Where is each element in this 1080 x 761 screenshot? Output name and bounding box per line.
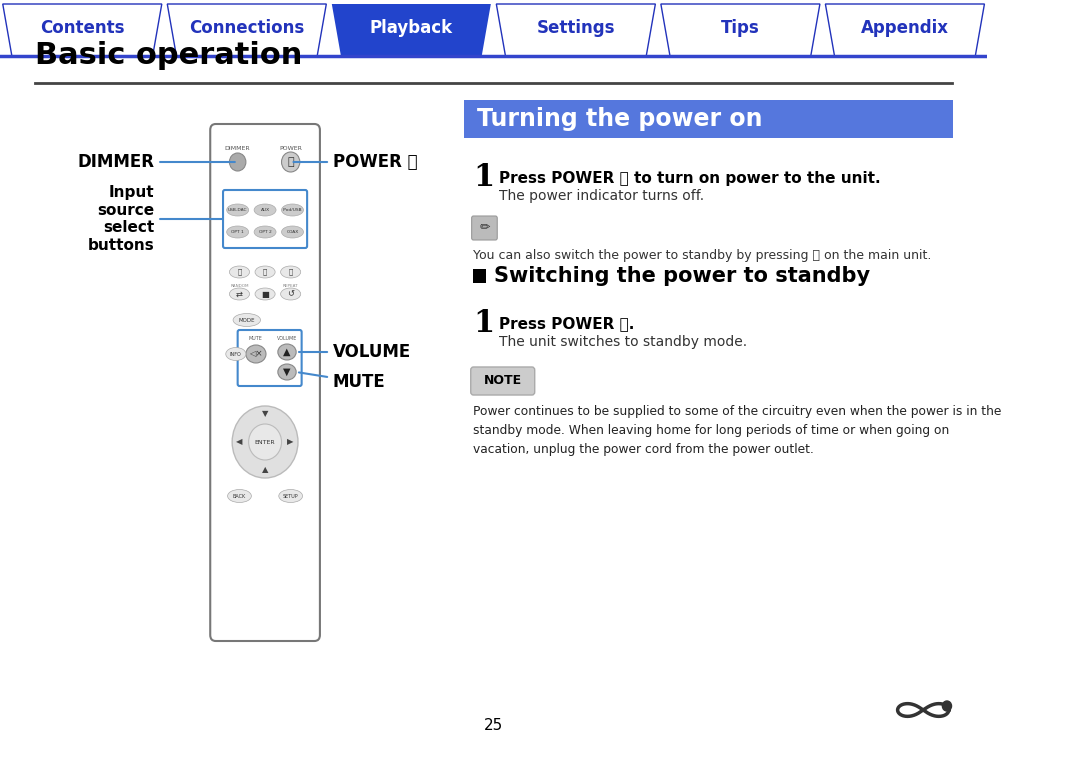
Text: REPEAT: REPEAT — [283, 284, 298, 288]
Text: POWER ⏻: POWER ⏻ — [294, 153, 417, 171]
Text: MUTE: MUTE — [249, 336, 262, 340]
Text: Power continues to be supplied to some of the circuitry even when the power is i: Power continues to be supplied to some o… — [473, 405, 1002, 456]
Text: OPT 1: OPT 1 — [231, 230, 244, 234]
Polygon shape — [661, 4, 820, 56]
Circle shape — [232, 406, 298, 478]
Text: OPT 2: OPT 2 — [259, 230, 271, 234]
Text: POWER: POWER — [280, 145, 302, 151]
Text: Press POWER ⏻.: Press POWER ⏻. — [499, 317, 634, 332]
Text: BACK: BACK — [233, 493, 246, 498]
Text: DIMMER: DIMMER — [225, 145, 251, 151]
Ellipse shape — [281, 288, 300, 300]
Polygon shape — [497, 4, 656, 56]
Ellipse shape — [227, 226, 248, 238]
Ellipse shape — [226, 348, 246, 361]
Text: ⏮: ⏮ — [238, 269, 242, 275]
Ellipse shape — [279, 489, 302, 502]
Text: ▲: ▲ — [261, 466, 268, 475]
Text: ⇄: ⇄ — [237, 289, 243, 298]
Text: RANDOM: RANDOM — [230, 284, 248, 288]
Polygon shape — [825, 4, 985, 56]
Polygon shape — [332, 4, 490, 56]
Text: VOLUME: VOLUME — [276, 336, 297, 340]
Text: The power indicator turns off.: The power indicator turns off. — [499, 189, 704, 203]
Text: Switching the power to standby: Switching the power to standby — [494, 266, 869, 286]
Text: VOLUME: VOLUME — [299, 343, 411, 361]
FancyBboxPatch shape — [211, 124, 320, 641]
Text: Settings: Settings — [537, 19, 616, 37]
Ellipse shape — [228, 489, 252, 502]
Ellipse shape — [278, 364, 296, 380]
Text: MUTE: MUTE — [299, 372, 386, 391]
Text: The unit switches to standby mode.: The unit switches to standby mode. — [499, 335, 747, 349]
Text: ⏻: ⏻ — [287, 157, 294, 167]
Circle shape — [282, 152, 300, 172]
Text: 1: 1 — [473, 163, 495, 193]
Ellipse shape — [229, 266, 249, 278]
Text: ↺: ↺ — [287, 289, 294, 298]
Text: ▼: ▼ — [283, 367, 291, 377]
Text: ⏭: ⏭ — [288, 269, 293, 275]
Text: MODE: MODE — [239, 317, 255, 323]
Text: Basic operation: Basic operation — [35, 41, 302, 70]
Text: Connections: Connections — [189, 19, 305, 37]
Text: AUX: AUX — [260, 208, 270, 212]
Text: ▲: ▲ — [283, 347, 291, 357]
Text: Playback: Playback — [369, 19, 453, 37]
Text: 25: 25 — [484, 718, 503, 734]
Text: COAX: COAX — [286, 230, 299, 234]
Text: Contents: Contents — [40, 19, 124, 37]
Text: ENTER: ENTER — [255, 440, 275, 444]
FancyBboxPatch shape — [471, 367, 535, 395]
Ellipse shape — [246, 345, 266, 363]
Text: Press POWER ⏻ to turn on power to the unit.: Press POWER ⏻ to turn on power to the un… — [499, 170, 880, 186]
Ellipse shape — [282, 226, 303, 238]
Text: You can also switch the power to standby by pressing ⏻ on the main unit.: You can also switch the power to standby… — [473, 250, 932, 263]
Ellipse shape — [254, 226, 276, 238]
Text: Tips: Tips — [721, 19, 759, 37]
Polygon shape — [167, 4, 326, 56]
Text: SETUP: SETUP — [283, 493, 298, 498]
Ellipse shape — [282, 204, 303, 216]
Ellipse shape — [229, 288, 249, 300]
Text: 1: 1 — [473, 308, 495, 339]
Text: ■: ■ — [261, 289, 269, 298]
Polygon shape — [3, 4, 162, 56]
Ellipse shape — [255, 288, 275, 300]
Text: ▼: ▼ — [261, 409, 268, 419]
Text: NOTE: NOTE — [484, 374, 522, 387]
Text: ✏: ✏ — [480, 221, 489, 234]
Text: INFO: INFO — [230, 352, 242, 356]
FancyBboxPatch shape — [464, 100, 954, 138]
Ellipse shape — [254, 204, 276, 216]
Text: ◁×: ◁× — [249, 349, 262, 358]
Circle shape — [229, 153, 246, 171]
Text: Appendix: Appendix — [861, 19, 949, 37]
Ellipse shape — [233, 314, 260, 326]
Text: Turning the power on: Turning the power on — [477, 107, 762, 131]
FancyBboxPatch shape — [473, 269, 486, 283]
Ellipse shape — [281, 266, 300, 278]
Text: ⏯: ⏯ — [262, 269, 267, 275]
Ellipse shape — [255, 266, 275, 278]
Ellipse shape — [278, 344, 296, 360]
Text: USB-DAC: USB-DAC — [228, 208, 247, 212]
Circle shape — [943, 701, 951, 711]
Ellipse shape — [227, 204, 248, 216]
FancyBboxPatch shape — [472, 216, 497, 240]
Text: ◀: ◀ — [237, 438, 243, 447]
Circle shape — [248, 424, 282, 460]
Text: ▶: ▶ — [287, 438, 294, 447]
Text: iPod/USB: iPod/USB — [283, 208, 302, 212]
Text: Input
source
select
buttons: Input source select buttons — [87, 186, 222, 253]
Text: DIMMER: DIMMER — [78, 153, 234, 171]
